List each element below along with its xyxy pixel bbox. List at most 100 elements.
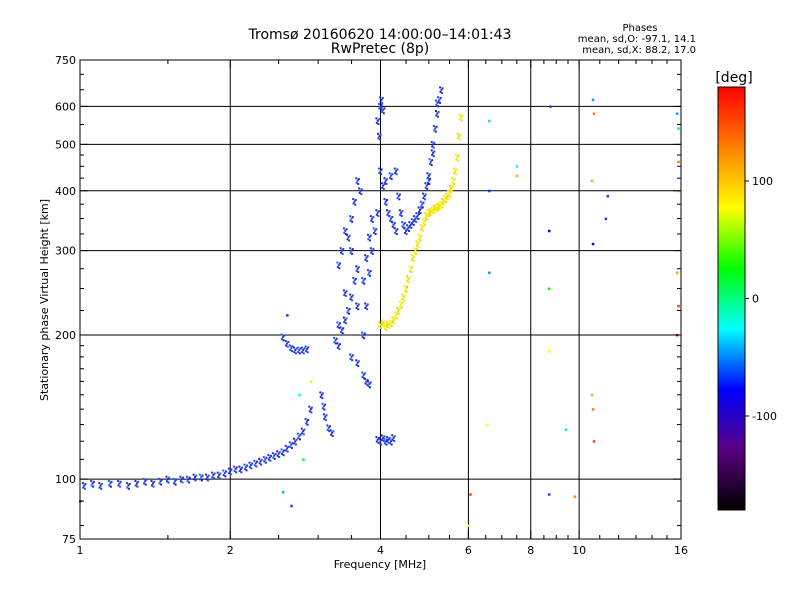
o-mode-point [198, 473, 201, 476]
o-mode-point [364, 382, 367, 385]
o-mode-point [262, 455, 265, 458]
o-mode-point [134, 484, 137, 487]
o-mode-point [339, 262, 342, 265]
o-mode-point [355, 302, 358, 305]
o-mode-point [248, 466, 251, 469]
o-mode-point [377, 214, 380, 217]
scatter-point [590, 179, 594, 183]
o-mode-point [407, 226, 410, 229]
o-mode-point [429, 162, 432, 165]
o-mode-point [367, 273, 370, 276]
o-mode-point [354, 198, 357, 201]
o-mode-point [431, 159, 434, 162]
o-mode-point [430, 160, 433, 163]
o-mode-point [349, 357, 352, 360]
x-mode-point [389, 323, 392, 326]
o-mode-point [380, 173, 383, 176]
o-mode-point [278, 451, 281, 454]
o-mode-point [383, 202, 386, 205]
o-mode-point [351, 216, 354, 219]
o-mode-point [433, 129, 436, 132]
o-mode-point [150, 484, 153, 487]
x-mode-point [386, 321, 389, 324]
o-mode-point [354, 277, 357, 280]
o-mode-point [410, 218, 413, 221]
o-mode-point [383, 442, 386, 445]
o-mode-point [336, 346, 339, 349]
o-mode-point [424, 193, 427, 196]
o-mode-point [365, 304, 368, 307]
scatter-point [592, 112, 596, 115]
o-mode-point [383, 107, 386, 110]
o-mode-point [376, 119, 379, 122]
o-mode-point [263, 460, 266, 463]
x-mode-point [438, 204, 441, 207]
o-mode-point [380, 106, 383, 109]
o-mode-point [363, 332, 366, 335]
o-mode-point [347, 236, 350, 239]
o-mode-point [421, 203, 424, 206]
x-mode-point [443, 203, 446, 206]
o-mode-point [366, 308, 369, 311]
o-mode-point [370, 219, 373, 222]
o-mode-point [306, 420, 309, 423]
o-mode-point [372, 216, 375, 219]
o-mode-point [289, 445, 292, 448]
o-mode-point [213, 472, 216, 475]
o-mode-point [385, 443, 388, 446]
o-mode-point [341, 249, 344, 252]
x-mode-point [439, 208, 442, 211]
o-mode-point [405, 229, 408, 232]
o-mode-point [238, 470, 241, 473]
o-mode-point [424, 198, 427, 201]
o-mode-point [434, 99, 437, 102]
x-mode-point [382, 321, 385, 324]
scatter-point [547, 287, 551, 291]
x-mode-point [412, 259, 415, 262]
o-mode-point [395, 229, 398, 232]
o-mode-point [286, 450, 289, 453]
x-axis-label: Frequency [MHz] [334, 558, 426, 571]
o-mode-point [401, 210, 404, 213]
x-mode-point [380, 327, 383, 330]
x-tick-label: 4 [377, 544, 384, 557]
o-mode-point [319, 395, 322, 398]
o-mode-point [290, 443, 293, 446]
o-mode-point [409, 223, 412, 226]
o-mode-point [126, 486, 129, 489]
o-mode-point [211, 476, 214, 479]
x-mode-point [393, 311, 396, 314]
o-mode-point [364, 258, 367, 261]
o-mode-point [296, 346, 299, 349]
scatter-point [564, 428, 568, 431]
x-mode-point [428, 214, 431, 217]
o-mode-point [200, 476, 203, 479]
o-mode-point [273, 457, 276, 460]
o-mode-point [377, 210, 380, 213]
o-mode-point [376, 438, 379, 441]
scatter-point [573, 495, 577, 498]
o-mode-point [359, 189, 362, 192]
x-mode-point [390, 321, 393, 324]
o-mode-point [278, 456, 281, 459]
o-mode-point [342, 289, 345, 292]
o-mode-point [219, 472, 222, 475]
o-mode-point [353, 279, 356, 282]
o-mode-point [321, 397, 324, 400]
x-mode-point [447, 198, 450, 201]
x-mode-point [404, 289, 407, 292]
o-mode-point [144, 480, 147, 483]
x-mode-point [419, 239, 422, 242]
x-mode-point [386, 325, 389, 328]
o-mode-point [173, 480, 176, 483]
o-mode-point [258, 462, 261, 465]
o-mode-point [179, 480, 182, 483]
o-mode-point [246, 464, 249, 467]
o-mode-point [321, 402, 324, 405]
o-mode-point [339, 322, 342, 325]
o-mode-point [378, 167, 381, 170]
o-mode-point [358, 187, 361, 190]
o-mode-point [376, 211, 379, 214]
o-mode-point [432, 143, 435, 146]
o-mode-point [422, 192, 425, 195]
